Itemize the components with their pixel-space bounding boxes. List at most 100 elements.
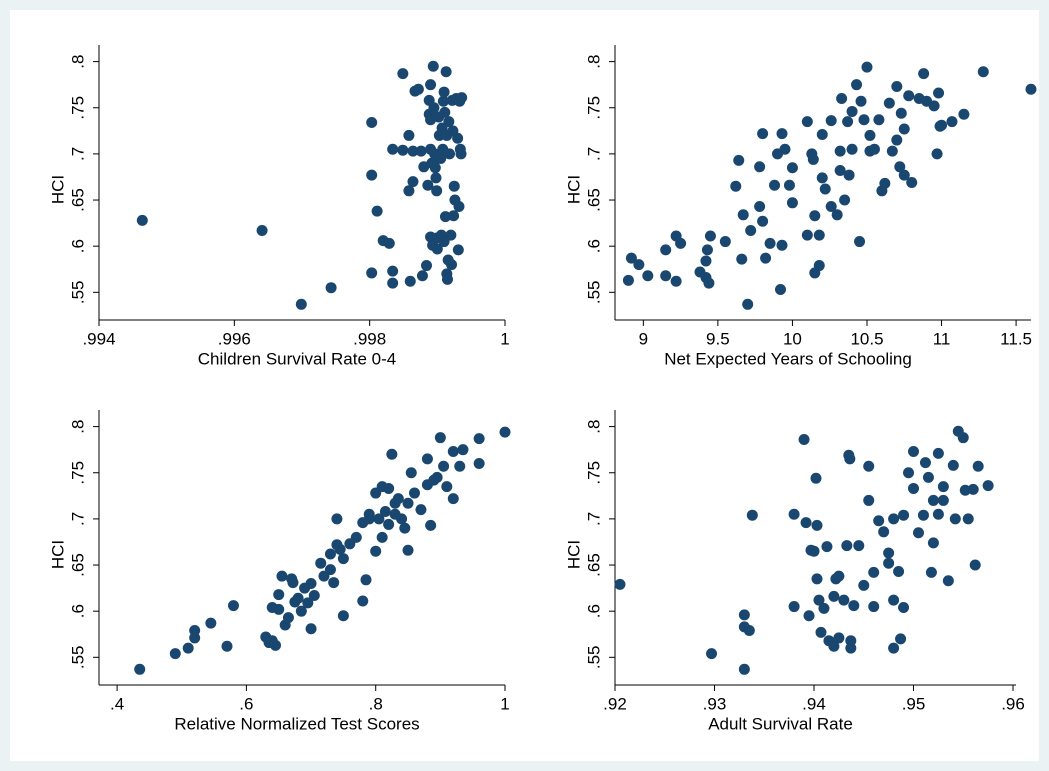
point <box>895 107 907 119</box>
y-tick-label: .7 <box>68 147 87 161</box>
point <box>660 244 672 256</box>
y-tick-label: .8 <box>584 420 603 434</box>
point <box>428 102 440 114</box>
point <box>454 460 466 472</box>
point <box>642 270 654 282</box>
point <box>811 573 823 585</box>
point <box>370 545 382 557</box>
point <box>863 460 875 472</box>
point <box>405 467 417 479</box>
y-tick-label: .75 <box>584 461 603 485</box>
point <box>315 557 327 569</box>
point <box>324 564 336 576</box>
y-tick-label: .75 <box>68 96 87 120</box>
point <box>813 594 825 606</box>
point <box>457 444 469 456</box>
point <box>769 179 781 191</box>
point <box>366 169 378 181</box>
point <box>719 236 731 248</box>
point <box>972 460 984 472</box>
point <box>917 509 929 521</box>
point <box>803 610 815 622</box>
point <box>429 162 441 174</box>
point <box>416 270 428 282</box>
point <box>912 527 924 539</box>
point <box>325 282 337 294</box>
point <box>957 432 969 444</box>
x-tick-label: .6 <box>239 694 253 713</box>
y-axis-label: HCI <box>48 175 67 204</box>
point <box>868 143 880 155</box>
y-axis-label: HCI <box>564 540 583 569</box>
point <box>908 482 920 494</box>
point <box>371 205 383 217</box>
point <box>169 648 181 660</box>
point <box>256 224 268 236</box>
point <box>431 471 443 483</box>
point <box>331 513 343 525</box>
y-tick-label: .55 <box>68 645 87 669</box>
x-tick-label: 9 <box>639 329 648 348</box>
point <box>776 239 788 251</box>
point <box>221 640 233 652</box>
point <box>825 115 837 127</box>
point <box>396 513 408 525</box>
point <box>947 459 959 471</box>
point <box>350 531 362 543</box>
y-tick-label: .7 <box>584 147 603 161</box>
point <box>387 265 399 277</box>
point <box>936 119 948 131</box>
point <box>625 252 637 264</box>
point <box>846 143 858 155</box>
point <box>276 570 288 582</box>
point <box>958 108 970 120</box>
x-axis-label: Net Expected Years of Schooling <box>664 349 912 368</box>
point <box>922 471 934 483</box>
point <box>437 95 449 107</box>
point <box>337 610 349 622</box>
point <box>295 605 307 617</box>
point <box>813 260 825 272</box>
x-tick-label: .994 <box>82 329 115 348</box>
point <box>833 570 845 582</box>
point <box>754 200 766 212</box>
point <box>660 270 672 282</box>
point <box>733 154 745 166</box>
point <box>851 79 863 91</box>
point <box>412 83 424 95</box>
point <box>360 574 372 586</box>
point <box>838 594 850 606</box>
point <box>397 68 409 80</box>
point <box>942 575 954 587</box>
point <box>928 100 940 112</box>
point <box>434 432 446 444</box>
point <box>445 229 457 241</box>
point <box>800 517 812 529</box>
point <box>886 145 898 157</box>
x-tick-label: 11 <box>933 329 951 348</box>
point <box>675 237 687 249</box>
point <box>422 179 434 191</box>
point <box>402 497 414 509</box>
point <box>883 97 895 109</box>
point <box>861 61 873 73</box>
y-axis-label: HCI <box>564 175 583 204</box>
point <box>273 589 285 601</box>
point <box>786 197 798 209</box>
point <box>700 255 712 267</box>
point <box>828 590 840 602</box>
point <box>855 95 867 107</box>
point <box>473 433 485 445</box>
point <box>706 648 718 660</box>
point <box>883 547 895 559</box>
x-tick-label: .94 <box>802 694 826 713</box>
x-tick-label: .95 <box>902 694 926 713</box>
point <box>334 543 346 555</box>
point <box>404 275 416 287</box>
point <box>764 237 776 249</box>
point <box>779 143 791 155</box>
point <box>932 447 944 459</box>
point <box>366 117 378 129</box>
point <box>776 128 788 140</box>
